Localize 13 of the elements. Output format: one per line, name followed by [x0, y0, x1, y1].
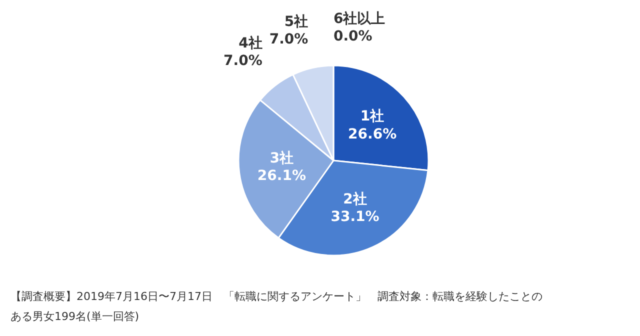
text: 0.0% [334, 28, 372, 45]
text: 【調査概要】2019年7月16日〜7月17日 「転職に関するアンケート」 調査対象：転職を経験したことのある男女199名(単一回答) [10, 290, 542, 323]
slice-label: 2社 [343, 191, 367, 208]
data-label: 33.1% [330, 208, 380, 225]
slice-label: 5社 [284, 14, 308, 30]
data-label: 7.0% [269, 31, 308, 48]
slice-label: 1社 [360, 108, 384, 125]
category-label: 6社以上 [334, 11, 386, 27]
data-label: 7.0% [224, 53, 262, 70]
slice-label: 4社 [238, 35, 262, 52]
data-label: 26.6% [348, 126, 397, 142]
data-label: 26.1% [257, 168, 306, 184]
slice-label: 3社 [270, 150, 294, 167]
